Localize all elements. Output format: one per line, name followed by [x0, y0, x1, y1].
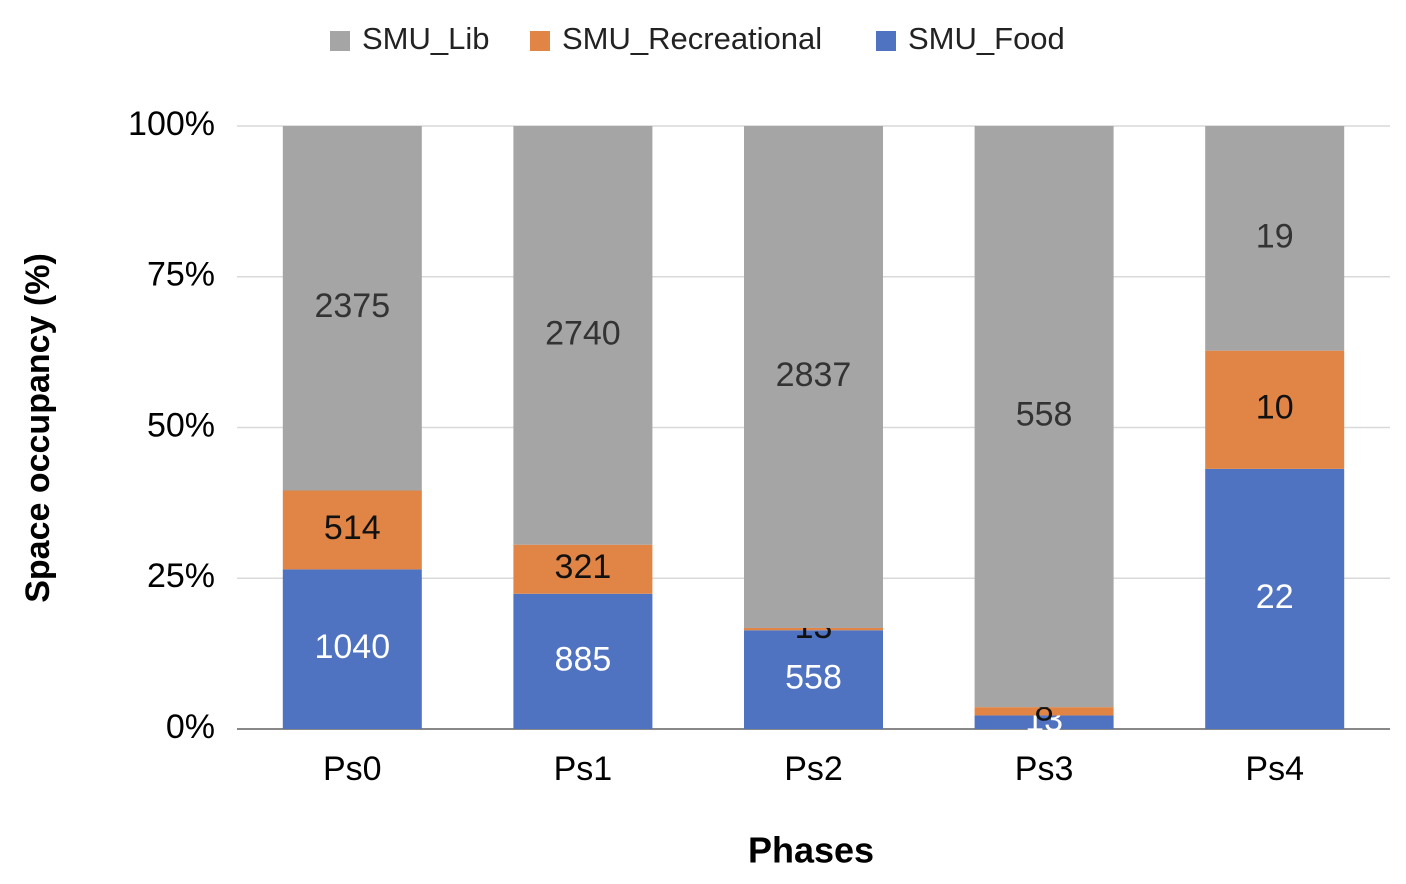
x-tick-label: Ps3 [1015, 750, 1074, 788]
legend-label: SMU_Food [908, 21, 1065, 56]
bar-segment [974, 126, 1114, 708]
x-axis-title: Phases [748, 830, 874, 871]
legend-swatch [876, 31, 896, 51]
y-tick-label: 50% [147, 406, 215, 444]
legend-label: SMU_Lib [362, 21, 490, 56]
legend-swatch [330, 31, 350, 51]
bar-segment [744, 627, 883, 631]
bar-segment [282, 126, 422, 491]
data-label: 558 [1016, 396, 1073, 434]
bar-segment [974, 707, 1114, 716]
y-tick-label: 75% [147, 256, 215, 294]
bar-segment [1205, 350, 1345, 469]
data-label: 2837 [776, 356, 852, 394]
bar-segment [744, 126, 883, 628]
y-tick-label: 25% [147, 557, 215, 595]
data-label: 321 [555, 548, 612, 586]
bar-segment [282, 490, 422, 570]
bar-segment [1205, 126, 1345, 351]
y-tick-label: 0% [166, 708, 215, 746]
y-axis-title: Space occupancy (%) [19, 253, 57, 603]
legend-label: SMU_Recreational [562, 21, 822, 56]
bar-segment [513, 544, 653, 594]
x-tick-label: Ps0 [323, 750, 382, 788]
bar-segment [974, 715, 1114, 729]
data-label: 514 [324, 509, 381, 547]
data-label: 22 [1256, 578, 1294, 616]
data-label: 558 [785, 659, 842, 697]
data-label: 19 [1256, 217, 1294, 255]
data-label: 10 [1256, 389, 1294, 427]
x-tick-label: Ps2 [784, 750, 843, 788]
bar-segment [513, 593, 653, 729]
data-label: 2740 [545, 314, 621, 352]
bar-segment [1205, 468, 1345, 729]
data-label: 885 [555, 640, 612, 678]
bar-segment [282, 569, 422, 729]
data-label: 2375 [314, 287, 390, 325]
y-tick-label: 100% [128, 105, 215, 143]
bar-segment [744, 630, 883, 729]
data-label: 1040 [314, 628, 390, 666]
x-tick-label: Ps4 [1245, 750, 1304, 788]
x-tick-label: Ps1 [554, 750, 613, 788]
legend-swatch [530, 31, 550, 51]
bar-segment [513, 126, 653, 545]
